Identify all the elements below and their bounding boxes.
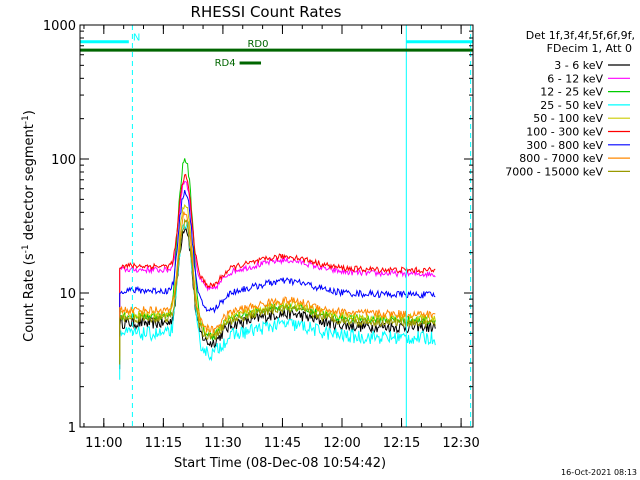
legend-entry-label: 7000 - 15000 keV (505, 165, 603, 178)
x-tick-label: 11:30 (204, 436, 241, 451)
x-tick-label: 12:15 (383, 436, 420, 451)
y-axis: 1 10 100 1000 (43, 19, 473, 436)
legend-entry-label: 6 - 12 keV (547, 72, 603, 85)
legend-entry-label: 50 - 100 keV (533, 112, 603, 125)
x-axis-label: Start Time (08-Dec-08 10:54:42) (174, 456, 386, 471)
state-bar-label: RD0 (247, 39, 268, 50)
x-axis: 11:00 11:15 11:30 11:45 12:00 12:15 12:30 (83, 25, 480, 451)
footer-date: 16-Oct-2021 08:13 (561, 468, 637, 477)
legend-entry-label: 800 - 7000 keV (519, 152, 603, 165)
series-line-7000-15000-kev (119, 218, 436, 365)
x-tick-label: 11:45 (264, 436, 301, 451)
y-tick-label: 100 (51, 153, 76, 168)
legend-header-line-1: Det 1f,3f,4f,5f,6f,9f, (526, 29, 635, 42)
state-bar-label: N (133, 33, 140, 44)
series-line-25-50-kev (119, 221, 436, 380)
light-curves (119, 158, 436, 380)
series-line-50-100-kev (119, 204, 436, 361)
legend-entry-label: 3 - 6 keV (554, 59, 603, 72)
chart-title: RHESSI Count Rates (191, 3, 342, 21)
legend-entry-label: 300 - 800 keV (526, 139, 603, 152)
plot-frame (79, 24, 474, 428)
series-line-3-6-kev (119, 226, 436, 370)
legend-header-line-2: FDecim 1, Att 0 (547, 42, 632, 55)
series-line-300-800-kev (119, 189, 436, 337)
y-tick-label: 1000 (43, 19, 76, 34)
series-line-800-7000-kev (119, 211, 436, 357)
x-tick-label: 11:00 (85, 436, 122, 451)
series-line-6-12-kev (119, 180, 436, 316)
state-bar-label: RD4 (215, 58, 236, 69)
legend-entry-label: 25 - 50 keV (540, 99, 603, 112)
legend-entry-label: 100 - 300 keV (526, 126, 603, 139)
y-tick-label: 1 (68, 421, 76, 436)
legend-entry-label: 12 - 25 keV (540, 86, 603, 99)
y-tick-label: 10 (59, 287, 76, 302)
x-tick-label: 12:00 (323, 436, 360, 451)
series-line-100-300-kev (119, 173, 436, 313)
overlays: N RD0 RD4 (79, 25, 473, 427)
x-tick-label: 11:15 (145, 436, 182, 451)
y-axis-label: Count Rate (s-1 detector segment-1) (21, 110, 37, 342)
legend: Det 1f,3f,4f,5f,6f,9f, FDecim 1, Att 0 3… (505, 29, 635, 178)
x-tick-label: 12:30 (442, 436, 479, 451)
